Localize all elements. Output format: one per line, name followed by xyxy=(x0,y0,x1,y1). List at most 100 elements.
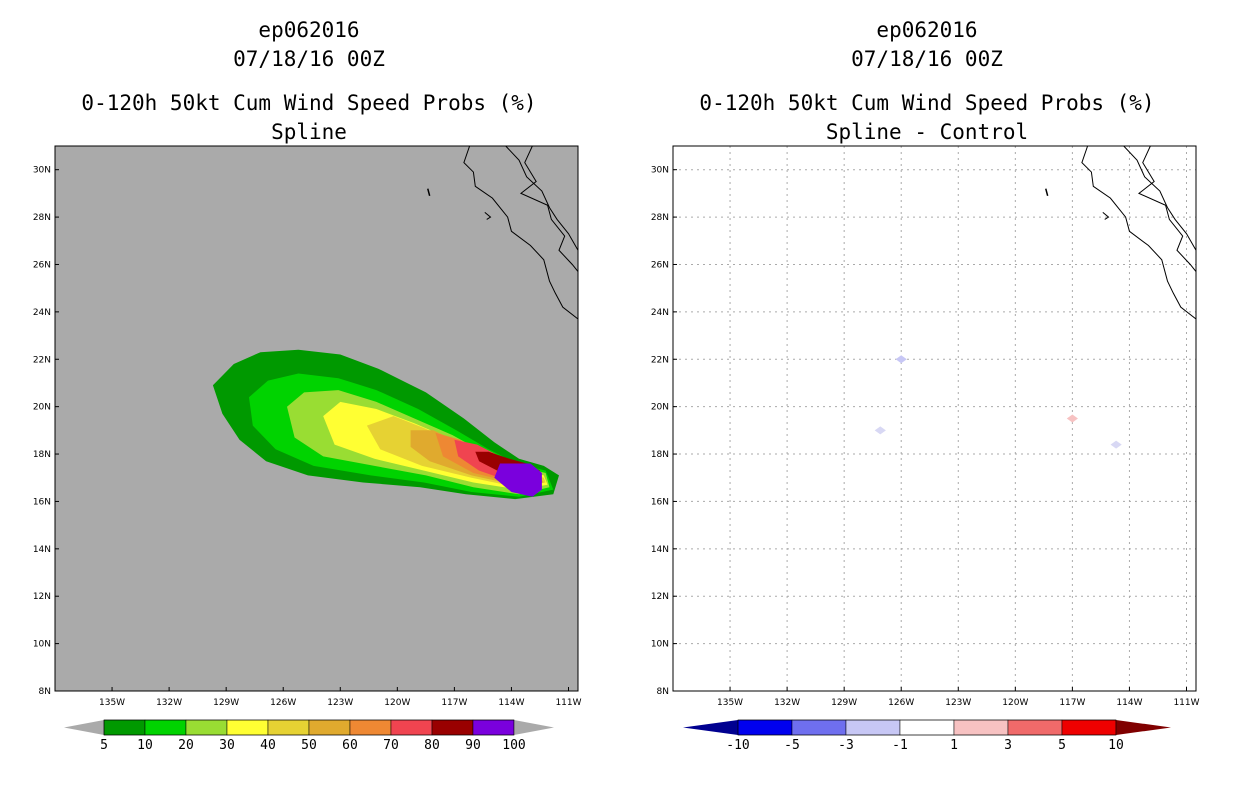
colorbar-outline xyxy=(103,719,515,736)
colorbar-label: 3 xyxy=(1004,738,1012,753)
date-title: 07/18/16 00Z xyxy=(233,47,385,71)
y-tick-label: 28N xyxy=(651,213,669,223)
colorbar-label: 90 xyxy=(465,738,481,753)
y-tick-label: 14N xyxy=(33,545,51,555)
x-tick-label: 111W xyxy=(555,698,581,708)
x-tick-label: 123W xyxy=(327,698,353,708)
colorbar-label: -3 xyxy=(838,738,854,753)
island-guadalupe xyxy=(427,188,431,196)
product-title: 0-120h 50kt Cum Wind Speed Probs (%) xyxy=(81,91,537,115)
y-tick-label: 18N xyxy=(33,450,51,460)
y-tick-label: 20N xyxy=(33,403,51,413)
x-tick-label: 129W xyxy=(831,698,857,708)
colorbar-segment xyxy=(472,719,515,736)
difference-spot xyxy=(1110,440,1122,449)
island-guadalupe xyxy=(1045,188,1049,196)
y-tick-label: 16N xyxy=(651,497,669,507)
colorbar-segment xyxy=(308,719,351,736)
colorbar-segment xyxy=(791,719,847,736)
colorbar-segment xyxy=(226,719,269,736)
x-tick-label: 135W xyxy=(99,698,125,708)
colorbar-over-arrow xyxy=(1116,720,1171,735)
y-tick-label: 22N xyxy=(33,355,51,365)
colorbar-label: -10 xyxy=(726,738,749,753)
colorbar-under-arrow xyxy=(683,720,738,735)
right-panel: ep062016 07/18/16 00Z 0-120h 50kt Cum Wi… xyxy=(618,0,1236,800)
y-tick-label: 10N xyxy=(651,640,669,650)
difference-map: 135W 132W 129W 126W 123W 120W 117W 114W 111W 8N 10… xyxy=(651,145,1200,753)
plot-area xyxy=(212,146,578,500)
y-tick-label: 12N xyxy=(33,592,51,602)
y-tick-label: 26N xyxy=(651,260,669,270)
colorbar-under-arrow xyxy=(64,720,104,735)
subtitle: Spline xyxy=(271,120,347,144)
y-tick-label: 20N xyxy=(651,403,669,413)
plot-frame xyxy=(54,145,579,692)
coastline-gulf xyxy=(505,146,578,251)
x-tick-label: 132W xyxy=(156,698,182,708)
colorbar-label: 30 xyxy=(219,738,235,753)
colorbar-segment xyxy=(1007,719,1063,736)
colorbar-label: 60 xyxy=(342,738,358,753)
y-tick-label: 16N xyxy=(33,497,51,507)
y-tick-label: 8N xyxy=(657,687,669,697)
y-tick-label: 18N xyxy=(651,450,669,460)
y-tick-label: 24N xyxy=(33,308,51,318)
colorbar-segment xyxy=(953,719,1009,736)
y-tick-label: 30N xyxy=(33,166,51,176)
colorbar-label: 40 xyxy=(260,738,276,753)
difference-spot xyxy=(874,426,886,435)
colorbar-segment xyxy=(185,719,228,736)
x-tick-label: 123W xyxy=(945,698,971,708)
colorbar-label: 20 xyxy=(178,738,194,753)
x-tick-label: 120W xyxy=(1002,698,1028,708)
coastline xyxy=(463,146,578,320)
difference-spot xyxy=(895,355,907,364)
y-tick-label: 30N xyxy=(651,166,669,176)
product-title: 0-120h 50kt Cum Wind Speed Probs (%) xyxy=(699,91,1155,115)
colorbar-segment xyxy=(899,719,955,736)
y-tick-label: 14N xyxy=(651,545,669,555)
x-tick-label: 135W xyxy=(717,698,743,708)
colorbar-outline xyxy=(737,719,1117,736)
x-tick-label: 114W xyxy=(498,698,524,708)
colorbar-label: 100 xyxy=(502,738,525,753)
colorbar-segment xyxy=(349,719,392,736)
y-tick-label: 26N xyxy=(33,260,51,270)
colorbar-label: 10 xyxy=(1108,738,1124,753)
coastline-peninsula xyxy=(519,146,578,272)
x-tick-label: 126W xyxy=(888,698,914,708)
colorbar-segment xyxy=(737,719,793,736)
colorbar-label: 5 xyxy=(1058,738,1066,753)
colorbar-segment xyxy=(144,719,187,736)
colorbar-segment xyxy=(431,719,474,736)
colorbar-label: -1 xyxy=(892,738,908,753)
colorbar-label: 50 xyxy=(301,738,317,753)
x-tick-label: 117W xyxy=(1059,698,1085,708)
y-tick-label: 10N xyxy=(33,640,51,650)
y-tick-label: 22N xyxy=(651,355,669,365)
x-tick-label: 111W xyxy=(1173,698,1199,708)
plot-background xyxy=(673,146,1196,691)
colorbar-over-arrow xyxy=(514,720,554,735)
island-cedros xyxy=(1102,211,1110,220)
coastline xyxy=(1081,146,1196,320)
left-panel: ep062016 07/18/16 00Z 0-120h 50kt Cum Wi… xyxy=(33,18,582,753)
colorbar-label: 5 xyxy=(100,738,108,753)
colorbar-segment xyxy=(103,719,146,736)
x-tick-label: 132W xyxy=(774,698,800,708)
colorbar-segment xyxy=(1061,719,1117,736)
colorbar-segment xyxy=(267,719,310,736)
x-tick-label: 129W xyxy=(213,698,239,708)
colorbar-label: 1 xyxy=(950,738,958,753)
plot-frame xyxy=(672,145,1197,692)
colorbar-label: 70 xyxy=(383,738,399,753)
x-tick-label: 114W xyxy=(1116,698,1142,708)
x-tick-label: 117W xyxy=(441,698,467,708)
coastline-gulf xyxy=(1123,146,1196,251)
subtitle: Spline - Control xyxy=(825,120,1029,144)
colorbar-label: 10 xyxy=(137,738,153,753)
colorbar-label: 80 xyxy=(424,738,440,753)
x-tick-label: 120W xyxy=(384,698,410,708)
y-tick-label: 8N xyxy=(39,687,51,697)
